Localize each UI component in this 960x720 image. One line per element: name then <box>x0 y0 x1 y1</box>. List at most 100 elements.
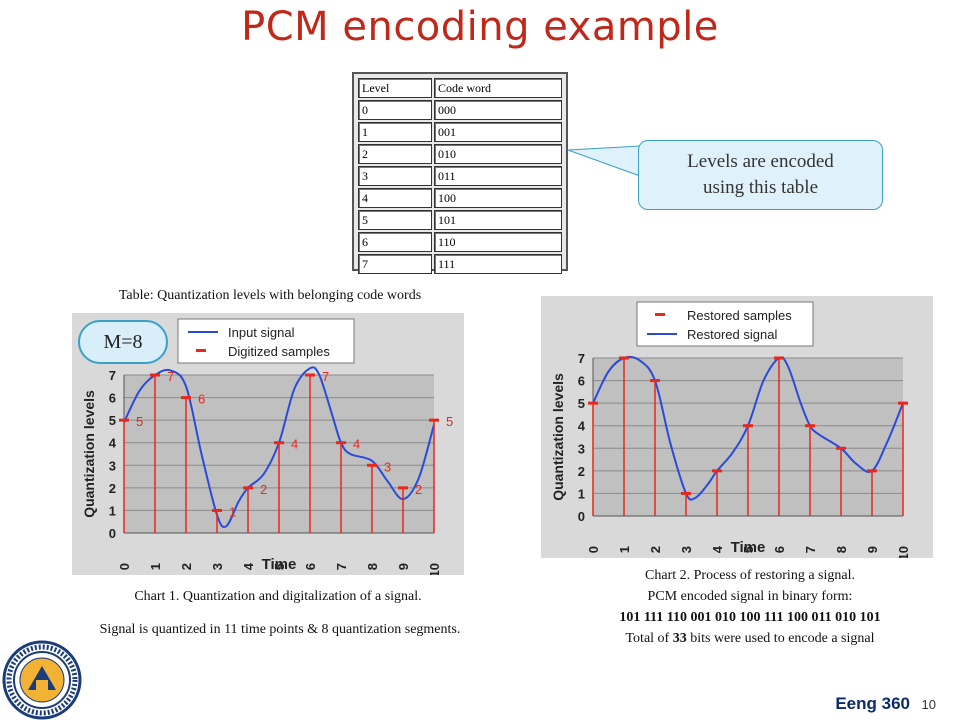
m-badge: M=8 <box>78 320 168 364</box>
sample-marker <box>743 424 753 428</box>
y-axis-label: Quantization levels <box>81 390 97 518</box>
table-row: 7 111 <box>358 254 562 274</box>
table-row: 2 010 <box>358 144 562 164</box>
x-tick-label: 0 <box>586 546 601 553</box>
bits-count: 33 <box>672 631 687 646</box>
sample-marker <box>398 486 408 490</box>
table-cell-level: 7 <box>358 254 432 274</box>
y-tick-label: 5 <box>578 396 585 411</box>
table-cell-code: 111 <box>434 254 562 274</box>
y-tick-label: 3 <box>109 458 116 473</box>
sample-marker <box>274 441 284 445</box>
table-cell-level: 0 <box>358 100 432 120</box>
y-tick-label: 6 <box>109 391 116 406</box>
y-tick-label: 2 <box>578 464 585 479</box>
sample-label: 4 <box>291 437 298 452</box>
bits-pre: Total of <box>625 631 673 646</box>
table-cell-level: 2 <box>358 144 432 164</box>
chart2-caption-line2: PCM encoded signal in binary form: <box>647 589 853 604</box>
x-tick-label: 10 <box>427 563 442 575</box>
table-cell-code: 100 <box>434 188 562 208</box>
table-cell-level: 3 <box>358 166 432 186</box>
chart2-caption-line4: Total of 33 bits were used to encode a s… <box>560 628 940 649</box>
chart1-caption: Chart 1. Quantization and digitalization… <box>134 589 422 604</box>
table-row: 3 011 <box>358 166 562 186</box>
y-tick-label: 4 <box>578 419 586 434</box>
legend-box <box>177 318 355 364</box>
x-tick-label: 8 <box>834 546 849 553</box>
sample-marker <box>588 401 598 405</box>
chart-2: 0 1 2 3 4 5 6 7 0 1 2 3 4 5 6 7 8 9 10 Time Quantization lev… <box>541 296 933 558</box>
table-cell-code: 010 <box>434 144 562 164</box>
legend-label: Digitized samples <box>228 344 330 359</box>
x-tick-label: 3 <box>679 546 694 553</box>
sample-label: 3 <box>384 459 391 474</box>
legend-label: Restored samples <box>687 308 792 323</box>
table-caption: Table: Quantization levels with belongin… <box>118 288 422 303</box>
x-tick-label: 3 <box>210 563 225 570</box>
sample-marker <box>429 418 439 422</box>
table-row: 6 110 <box>358 232 562 252</box>
y-tick-label: 6 <box>578 374 585 389</box>
y-tick-label: 2 <box>109 481 116 496</box>
table-cell-code: 101 <box>434 210 562 230</box>
table-cell-level: 6 <box>358 232 432 252</box>
x-axis-label: Time <box>262 556 297 573</box>
sample-label: 4 <box>353 437 360 452</box>
sample-marker <box>712 469 722 473</box>
sample-label: 5 <box>446 414 453 429</box>
sample-label: 1 <box>229 504 236 519</box>
callout-line-2: using this table <box>702 177 819 198</box>
x-tick-label: 1 <box>148 563 163 570</box>
x-tick-label: 5 <box>272 563 287 570</box>
y-tick-label: 0 <box>109 526 116 541</box>
callout-line-1: Levels are encoded <box>687 151 834 172</box>
table-cell-code: 001 <box>434 122 562 142</box>
x-tick-label: 4 <box>710 545 725 553</box>
table-cell-code: 000 <box>434 100 562 120</box>
table-cell-code: 011 <box>434 166 562 186</box>
y-tick-label: 7 <box>578 351 585 366</box>
legend-box <box>636 301 814 347</box>
page-number: 10 <box>921 697 936 712</box>
x-tick-label: 1 <box>617 546 632 553</box>
sample-marker <box>367 463 377 467</box>
x-tick-label: 6 <box>772 546 787 553</box>
legend-label: Input signal <box>228 325 295 340</box>
sample-label: 2 <box>415 482 422 497</box>
legend-label: Restored signal <box>687 327 777 342</box>
x-tick-label: 7 <box>803 546 818 553</box>
y-tick-label: 1 <box>109 503 116 518</box>
sample-marker <box>805 424 815 428</box>
table-row: 1 001 <box>358 122 562 142</box>
y-tick-label: 0 <box>578 509 585 524</box>
chart2-caption: Chart 2. Process of restoring a signal. … <box>560 565 940 649</box>
sample-label: 7 <box>322 369 329 384</box>
y-tick-label: 3 <box>578 441 585 456</box>
sample-marker <box>774 356 784 360</box>
table-cell-level: 5 <box>358 210 432 230</box>
x-tick-label: 4 <box>241 562 256 570</box>
table-cell-level: 1 <box>358 122 432 142</box>
footer-course: Eeng 360 <box>835 694 910 713</box>
university-logo <box>2 640 82 720</box>
y-axis-label: Quantization levels <box>550 373 566 501</box>
x-tick-label: 0 <box>117 563 132 570</box>
chart2-caption-binary: 101 111 110 001 010 100 111 100 011 010 … <box>619 610 881 625</box>
code-table: Level Code word 0 000 1 001 2 010 3 011 4 100… <box>352 72 568 274</box>
table-header-code: Code word <box>434 78 562 98</box>
sample-marker <box>898 401 908 405</box>
chart2-caption-line1: Chart 2. Process of restoring a signal. <box>645 568 855 583</box>
sample-marker <box>619 356 629 360</box>
sample-marker <box>867 469 877 473</box>
bits-post: bits were used to encode a signal <box>686 631 875 646</box>
sample-marker <box>150 373 160 377</box>
sample-marker <box>336 441 346 445</box>
table-row: 0 000 <box>358 100 562 120</box>
table-row: 4 100 <box>358 188 562 208</box>
sample-label: 7 <box>167 369 174 384</box>
sample-label: 5 <box>136 414 143 429</box>
sample-marker <box>305 373 315 377</box>
y-tick-label: 1 <box>578 486 585 501</box>
y-tick-label: 5 <box>109 413 116 428</box>
